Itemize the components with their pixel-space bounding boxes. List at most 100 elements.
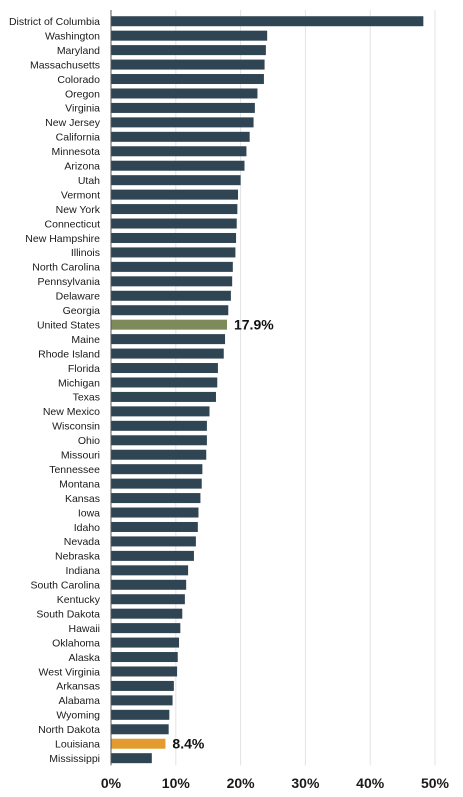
- category-label-hawaii: Hawaii: [68, 623, 100, 635]
- category-label-missouri: Missouri: [61, 450, 100, 462]
- category-labels: District of Columbia Washington Maryland Ma…: [9, 16, 101, 765]
- category-label-new-jersey: New Jersey: [45, 117, 101, 129]
- bar-minnesota: [111, 146, 247, 157]
- x-tick-label-40: 40%: [356, 775, 385, 791]
- x-tick-label-30: 30%: [291, 775, 320, 791]
- category-label-maine: Maine: [71, 334, 100, 346]
- category-label-new-mexico: New Mexico: [43, 406, 100, 418]
- x-axis-ticks: 0% 10% 20% 30% 40% 50%: [101, 775, 450, 791]
- bar-maryland: [111, 45, 266, 56]
- x-tick-label-10: 10%: [162, 775, 191, 791]
- category-label-georgia: Georgia: [63, 305, 101, 317]
- bar-mississippi: [111, 753, 152, 764]
- bar-kentucky: [111, 594, 185, 605]
- data-label-united-states: 17.9%: [234, 317, 274, 333]
- category-label-indiana: Indiana: [66, 565, 101, 577]
- category-label-maryland: Maryland: [57, 45, 100, 57]
- bar-new-mexico: [111, 406, 210, 417]
- bar-oklahoma: [111, 637, 180, 648]
- x-tick-label-20: 20%: [227, 775, 256, 791]
- bar-pennsylvania: [111, 276, 233, 287]
- category-label-texas: Texas: [73, 392, 100, 404]
- bar-new-jersey: [111, 117, 254, 128]
- category-label-new-hampshire: New Hampshire: [25, 233, 100, 245]
- bar-colorado: [111, 74, 264, 85]
- bar-alabama: [111, 695, 173, 706]
- data-labels: 17.9% 8.4%: [172, 317, 274, 752]
- bars: [111, 16, 424, 764]
- bar-missouri: [111, 449, 207, 460]
- bar-illinois: [111, 247, 236, 258]
- bar-rhode-island: [111, 348, 224, 359]
- category-label-washington: Washington: [45, 30, 100, 42]
- x-tick-label-0: 0%: [101, 775, 122, 791]
- category-label-vermont: Vermont: [61, 189, 100, 201]
- bar-north-carolina: [111, 261, 233, 272]
- category-label-nebraska: Nebraska: [55, 551, 100, 563]
- bar-vermont: [111, 189, 239, 200]
- bar-massachusetts: [111, 59, 265, 70]
- category-label-north-carolina: North Carolina: [32, 262, 100, 274]
- category-label-delaware: Delaware: [56, 291, 101, 303]
- bar-michigan: [111, 377, 218, 388]
- bar-georgia: [111, 305, 229, 316]
- bar-hawaii: [111, 623, 181, 634]
- bar-maine: [111, 334, 226, 345]
- bar-idaho: [111, 521, 198, 532]
- category-label-south-carolina: South Carolina: [31, 580, 101, 592]
- bar-new-york: [111, 204, 238, 215]
- category-label-wyoming: Wyoming: [56, 710, 100, 722]
- bar-ohio: [111, 435, 207, 446]
- category-label-california: California: [56, 132, 101, 144]
- bar-south-carolina: [111, 579, 187, 590]
- bar-arkansas: [111, 680, 174, 691]
- category-label-mississippi: Mississippi: [49, 753, 100, 765]
- category-label-massachusetts: Massachusetts: [30, 59, 100, 71]
- bar-texas: [111, 391, 216, 402]
- bar-kansas: [111, 493, 201, 504]
- category-label-tennessee: Tennessee: [49, 464, 100, 476]
- category-label-rhode-island: Rhode Island: [38, 348, 100, 360]
- category-label-district-of-columbia: District of Columbia: [9, 16, 100, 28]
- category-label-kentucky: Kentucky: [57, 594, 101, 606]
- category-label-utah: Utah: [78, 175, 100, 187]
- category-label-wisconsin: Wisconsin: [52, 421, 100, 433]
- category-label-iowa: Iowa: [78, 507, 100, 519]
- category-label-nevada: Nevada: [64, 536, 100, 548]
- category-label-connecticut: Connecticut: [45, 218, 101, 230]
- bar-north-dakota: [111, 724, 169, 735]
- bar-alaska: [111, 652, 178, 663]
- category-label-illinois: Illinois: [71, 247, 100, 259]
- category-label-arkansas: Arkansas: [56, 681, 100, 693]
- category-label-idaho: Idaho: [74, 522, 100, 534]
- category-label-united-states: United States: [37, 319, 100, 331]
- bar-nebraska: [111, 550, 194, 561]
- category-label-kansas: Kansas: [65, 493, 100, 505]
- bar-california: [111, 131, 250, 142]
- category-label-virginia: Virginia: [65, 103, 100, 115]
- category-label-florida: Florida: [68, 363, 100, 375]
- category-label-michigan: Michigan: [58, 377, 100, 389]
- bar-virginia: [111, 102, 255, 113]
- bar-delaware: [111, 290, 231, 301]
- category-label-louisiana: Louisiana: [55, 739, 100, 751]
- bar-louisiana: [111, 738, 166, 749]
- category-label-north-dakota: North Dakota: [38, 724, 100, 736]
- category-label-south-dakota: South Dakota: [36, 608, 100, 620]
- bar-west-virginia: [111, 666, 178, 677]
- bar-nevada: [111, 536, 196, 547]
- category-label-colorado: Colorado: [57, 74, 100, 86]
- bar-washington: [111, 30, 268, 41]
- category-label-arizona: Arizona: [64, 161, 100, 173]
- bar-south-dakota: [111, 608, 183, 619]
- x-tick-label-50: 50%: [421, 775, 450, 791]
- category-label-ohio: Ohio: [78, 435, 100, 447]
- bar-oregon: [111, 88, 258, 99]
- category-label-minnesota: Minnesota: [52, 146, 101, 158]
- bar-wisconsin: [111, 420, 207, 431]
- bar-district-of-columbia: [111, 16, 424, 27]
- bar-iowa: [111, 507, 199, 518]
- bar-montana: [111, 478, 202, 489]
- bar-united-states: [111, 319, 227, 330]
